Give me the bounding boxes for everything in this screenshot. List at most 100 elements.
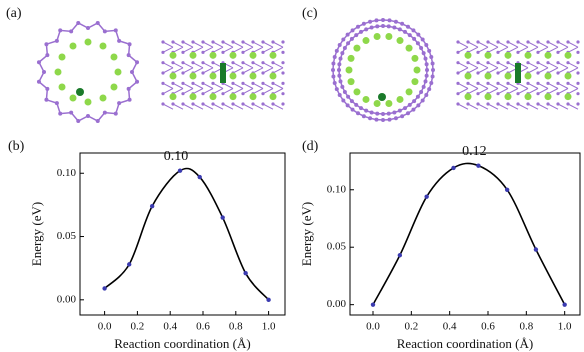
ion [515,63,521,83]
atom [231,102,234,105]
bond [233,42,243,47]
ion [59,84,66,91]
bond [518,83,528,88]
ion [170,52,177,59]
bond [538,68,548,73]
bond [163,47,173,52]
bond [498,63,508,68]
atom [231,61,234,64]
atom [431,75,435,79]
atom [161,51,164,54]
atom [261,40,264,43]
ion [348,78,355,85]
bond [468,104,478,109]
bond [518,47,528,52]
atom [55,101,59,105]
bond [273,83,283,88]
atom [476,61,479,64]
bond [243,42,253,47]
bond [498,89,508,94]
energy-curve [105,168,269,299]
bond [173,42,183,47]
atom [476,71,479,74]
x-tick-label: 1.0 [262,321,276,333]
atom [261,92,264,95]
bond [528,83,538,88]
bond [183,104,193,109]
atom [496,71,499,74]
ion [545,52,552,59]
atom [431,61,435,65]
bond [253,104,263,109]
atom [76,21,80,25]
ion [363,96,370,103]
bond [233,63,243,68]
atom [421,98,425,102]
atom [58,112,62,116]
x-tick-label: 0.6 [481,321,495,333]
atom [271,82,274,85]
ion [397,96,404,103]
y-tick-label: 0.00 [57,293,77,305]
atom [221,102,224,105]
atom [370,25,374,29]
atom [261,82,264,85]
atom [476,51,479,54]
atom [128,98,132,102]
bond [568,42,578,47]
bond [558,47,568,52]
bond [273,89,283,94]
atom [486,102,489,105]
atom [374,118,378,122]
atom [171,102,174,105]
atom-ring [39,23,137,121]
atom [359,106,363,110]
atom [161,71,164,74]
ion [374,100,381,107]
atom [388,118,392,122]
bond [488,89,498,94]
ion [565,73,572,80]
bond [263,83,273,88]
ion [230,52,237,59]
atom [566,82,569,85]
bond [568,89,578,94]
atom [546,102,549,105]
atom [211,40,214,43]
atom [337,62,341,66]
atom [69,29,73,33]
ion [385,33,392,40]
bond [223,89,233,94]
atom [261,102,264,105]
atom [496,40,499,43]
bond [183,63,193,68]
atom [425,62,429,66]
ion [465,52,472,59]
atom [181,102,184,105]
atom [128,42,132,46]
bond [488,104,498,109]
atom [556,102,559,105]
atom [456,82,459,85]
ion [55,69,62,76]
data-point [220,215,224,219]
panel-label: (c) [302,6,318,21]
atom [392,111,396,115]
bond [528,104,538,109]
atom [496,82,499,85]
bond [273,68,283,73]
bond [508,42,518,47]
ion [170,73,177,80]
ion [70,94,77,101]
bond [193,104,203,109]
atom [556,61,559,64]
y-tick-label: 0.05 [327,241,347,253]
bond [173,104,183,109]
atom [427,49,431,53]
data-point [150,204,154,208]
ion [385,100,392,107]
plot-frame [80,153,285,315]
atom [566,102,569,105]
bond [193,47,203,52]
ion [485,52,492,59]
